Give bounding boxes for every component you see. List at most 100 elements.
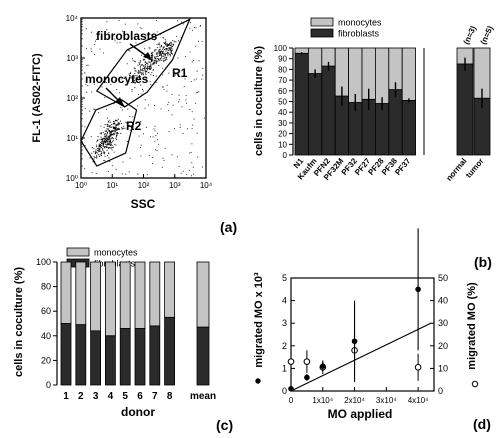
panel-a-dot-fibroblasts (159, 52, 161, 54)
panel-a-dot-background (156, 75, 158, 77)
panel-a-dot-monocytes (104, 152, 106, 154)
panel-a-dot-background (201, 40, 203, 42)
panel-a-dot-monocytes (115, 127, 117, 129)
panel-a-dot-fibroblasts (144, 76, 146, 78)
panel-a-dot-background (87, 85, 89, 87)
panel-a-dot-fibroblasts (128, 73, 130, 75)
panel-a-dot-monocytes (103, 138, 105, 140)
panel-a-dot-background (104, 96, 106, 98)
panel-a-dot-fibroblasts (140, 64, 142, 66)
panel-b-n-label: (n=5) (479, 24, 495, 46)
panel-b-legend-label-monocytes: monocytes (338, 18, 382, 28)
panel-a-y-axis-label: FL-1 (AS02-FITC) (31, 53, 43, 143)
panel-a-dot-background (106, 81, 108, 83)
panel-a-dot-fibroblasts (162, 50, 164, 52)
panel-a-dot-background (95, 144, 97, 146)
panel-a-dot-monocytes (100, 141, 102, 143)
panel-c-x-label: 3 (93, 391, 99, 402)
panel-a-dot-background (150, 74, 152, 76)
panel-d-y-tick-label: 3 (282, 318, 287, 328)
panel-a-dot-fibroblasts (142, 59, 144, 61)
panel-a-dot-background (157, 139, 159, 141)
panel-a-dot-monocytes (108, 138, 110, 140)
panel-a-dot-monocytes (121, 127, 123, 129)
panel-a-dot-background (167, 104, 169, 106)
panel-a-dot-background (111, 143, 113, 145)
panel-a-dot-monocytes (113, 122, 115, 124)
panel-a-dot-monocytes (103, 151, 105, 153)
panel-a-dot-monocytes (113, 123, 115, 125)
panel-a-dot-monocytes (115, 128, 117, 130)
panel-a-gates (80, 18, 191, 167)
panel-a-dot-monocytes (96, 157, 98, 159)
panel-a-dot-background (192, 166, 194, 168)
panel-a-dot-fibroblasts (170, 46, 172, 48)
panel-a-dot-background (90, 136, 92, 138)
panel-a-dot-fibroblasts (164, 59, 166, 61)
panel-a-dot-fibroblasts (163, 46, 165, 48)
panel-a-dot-monocytes (98, 148, 100, 150)
panel-a-dot-monocytes (102, 150, 104, 152)
panel-a-dot-background (191, 124, 193, 126)
panel-a-dot-monocytes (103, 146, 105, 148)
panel-a-dot-background (96, 141, 98, 143)
panel-a-dot-monocytes (98, 147, 100, 149)
panel-a-dot-background (93, 83, 95, 85)
panel-a-dot-fibroblasts (150, 66, 152, 68)
panel-a-dot-background (191, 143, 193, 145)
panel-b-y-tick-label: 60 (278, 87, 287, 96)
panel-a-dot-fibroblasts (175, 41, 177, 43)
panel-a-dot-monocytes (109, 131, 111, 133)
panel-a-dot-background (94, 40, 96, 42)
panel-a-dot-monocytes (115, 119, 117, 121)
panel-a-dot-background (168, 109, 170, 111)
panel-a-dot-fibroblasts (164, 39, 166, 41)
panel-a-dot-monocytes (112, 127, 114, 129)
panel-d-legend-open-marker (471, 380, 479, 388)
panel-a-dot-monocytes (98, 144, 100, 146)
panel-a-dot-background (106, 21, 108, 23)
panel-a-dot-monocytes (95, 149, 97, 151)
panel-a-dot-fibroblasts (161, 56, 163, 58)
panel-a-dot-fibroblasts (168, 49, 170, 51)
panel-a-dot-monocytes (115, 132, 117, 134)
panel-c-bar-4-monocytes-segment (105, 261, 116, 337)
panel-d-open-point (303, 358, 311, 365)
panel-a-dot-background (179, 71, 181, 73)
panel-a-dot-monocytes (107, 125, 109, 127)
panel-b-y-tick-label: 50 (278, 98, 287, 107)
panel-a-dot-fibroblasts (172, 53, 174, 55)
panel-d-y2-axis-label: migrated MO (%) (466, 282, 478, 370)
panel-a-dot-background (168, 131, 170, 133)
panel-a-dot-background (162, 58, 164, 60)
panel-a-dot-monocytes (110, 135, 112, 137)
panel-a-dot-fibroblasts (129, 73, 131, 75)
panel-a-dot-background (132, 58, 134, 60)
panel-a-dot-monocytes (96, 148, 98, 150)
panel-a-dot-background (151, 157, 153, 159)
panel-a-dot-background (98, 112, 100, 114)
panel-d-y2-tick-label: 10 (438, 363, 448, 373)
panel-a-dot-monocytes (109, 135, 111, 137)
panel-a-dot-fibroblasts (137, 72, 139, 74)
panel-a-dot-background (89, 110, 91, 112)
panel-a-dot-fibroblasts (159, 54, 161, 56)
panel-a-dot-background (86, 64, 88, 66)
panel-a-dot-background (132, 126, 134, 128)
panel-a-dot-background (195, 92, 197, 94)
panel-a-dot-background (113, 151, 115, 153)
panel-a-dot-background (128, 49, 130, 51)
panel-a-dot-background (191, 128, 193, 130)
panel-a-dot-background (171, 114, 173, 116)
panel-a-dot-monocytes (121, 128, 123, 130)
panel-a-dot-fibroblasts (155, 62, 157, 64)
panel-label-d: (d) (473, 416, 491, 432)
panel-a-dot-fibroblasts (158, 43, 160, 45)
panel-a-dot-background (122, 125, 124, 127)
panel-a-dot-fibroblasts (164, 56, 166, 58)
panel-a-dot-background (150, 84, 152, 86)
panel-a-dot-monocytes (114, 131, 116, 133)
panel-a-dot-fibroblasts (162, 51, 164, 53)
panel-a-dot-background (160, 108, 162, 110)
panel-a-dot-fibroblasts (155, 56, 157, 58)
